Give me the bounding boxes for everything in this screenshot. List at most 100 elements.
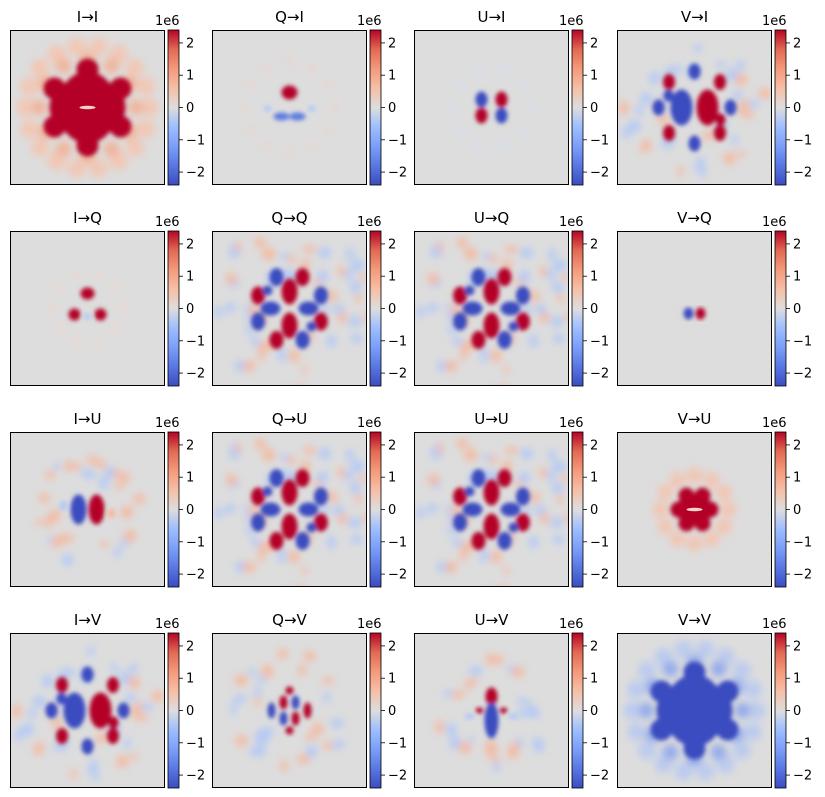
psf-sidelobe [561, 474, 569, 483]
psf-sidelobe [346, 247, 355, 261]
psf-sidelobe [427, 273, 440, 285]
psf-sidelobe [285, 148, 294, 157]
psf-sidelobe [654, 755, 673, 774]
psf-sidelobe [618, 101, 629, 115]
psf-sidelobe [485, 386, 494, 396]
psf-sidelobe [337, 466, 345, 479]
psf-sidelobe [72, 337, 81, 346]
psf-sidelobe [485, 587, 494, 597]
colorbar-tick-label: −2 [388, 367, 407, 382]
psf-sidelobe [287, 455, 296, 465]
psf-sidelobe [60, 668, 75, 678]
psf-lobe [285, 686, 294, 695]
psf-sidelobe [330, 718, 344, 728]
colorbar [774, 431, 787, 588]
colorbar [571, 230, 584, 387]
colorbar-offset-label: 1e6 [155, 14, 180, 29]
psf-lobe [45, 702, 58, 719]
psf-sidelobe [475, 141, 484, 150]
psf-sidelobe [521, 506, 532, 515]
psf-lobe [696, 89, 719, 126]
psf-sidelobe [319, 506, 330, 515]
heatmap-image [214, 237, 367, 386]
psf-sidelobe [528, 535, 539, 549]
psf-lobe [289, 112, 306, 121]
psf-sidelobe [70, 769, 77, 780]
psf-sidelobe [109, 44, 128, 63]
psf-sidelobe [550, 517, 564, 528]
psf-sidelobe [499, 141, 508, 150]
psf-lobe [471, 330, 486, 349]
axes-frame [617, 633, 772, 788]
psf-sidelobe [674, 640, 693, 659]
psf-sidelobe [68, 463, 83, 470]
psf-lobe [515, 513, 530, 532]
psf-sidelobe [89, 758, 98, 771]
psf-sidelobe [552, 460, 567, 473]
colorbar-tick-label: 1 [590, 69, 598, 84]
psf-sidelobe [503, 567, 510, 575]
psf-lobe [515, 312, 530, 331]
psf-sidelobe [652, 501, 669, 518]
psf-sidelobe [47, 44, 66, 63]
psf-sidelobe [531, 491, 540, 504]
panel: Q→Q 1e6 −2 −1 0 1 2 [212, 209, 407, 387]
colorbar-tick-label: −1 [590, 535, 609, 550]
psf-sidelobe [516, 697, 529, 705]
psf-sidelobe [747, 701, 766, 720]
colorbar-tick-label: 0 [793, 704, 801, 719]
psf-sidelobe [44, 515, 53, 528]
colorbar-tick-label: 2 [388, 237, 396, 252]
psf-sidelobe [710, 744, 727, 761]
psf-sidelobe [326, 535, 337, 549]
colorbar [369, 632, 382, 789]
psf-sidelobe [667, 65, 682, 75]
psf-sidelobe [706, 128, 714, 138]
psf-sidelobe [720, 501, 737, 518]
psf-sidelobe [297, 754, 310, 764]
psf-sidelobe [548, 247, 557, 261]
colorbar-tick-label: 1 [388, 672, 396, 687]
psf-sidelobe [94, 271, 103, 280]
psf-sidelobe [532, 737, 542, 750]
psf-sidelobe [437, 362, 445, 372]
colorbar-offset-label: 1e6 [357, 416, 382, 431]
psf-lobe [260, 502, 281, 517]
psf-sidelobe [44, 470, 56, 480]
psf-sidelobe [355, 494, 362, 504]
psf-sidelobe [736, 150, 745, 158]
psf-lobe [515, 286, 530, 305]
psf-sidelobe [248, 668, 256, 677]
psf-lobe [267, 702, 276, 719]
psf-sidelobe [456, 237, 468, 248]
psf-sidelobe [445, 360, 458, 372]
psf-sidelobe [639, 93, 653, 105]
psf-lobe [500, 301, 521, 316]
psf-sidelobe [132, 494, 146, 504]
psf-sidelobe [308, 142, 316, 151]
psf-sidelobe [350, 482, 362, 494]
psf-sidelobe [638, 702, 655, 719]
axes-frame [10, 432, 165, 587]
psf-sidelobe [129, 753, 138, 761]
psf-sidelobe [259, 735, 270, 743]
colorbar [167, 29, 180, 186]
colorbar-tick-label: 2 [793, 36, 801, 51]
psf-sidelobe [109, 663, 119, 672]
colorbar-offset-label: 1e6 [155, 617, 180, 632]
colorbar [571, 29, 584, 186]
psf-sidelobe [326, 334, 337, 348]
colorbar-tick-label: 0 [388, 704, 396, 719]
colorbar-tick-label: −1 [793, 535, 812, 550]
psf-sidelobe [677, 166, 684, 177]
psf-sidelobe [520, 247, 533, 259]
psf-lobe [500, 502, 521, 517]
colorbar-tick-label: 1 [793, 270, 801, 285]
psf-sidelobe [552, 281, 564, 293]
psf-sidelobe [55, 57, 72, 74]
psf-lobe [453, 286, 468, 305]
panel-title: I→I [77, 8, 98, 26]
psf-lobe [462, 301, 483, 316]
colorbar-offset-label: 1e6 [559, 617, 584, 632]
psf-sidelobe [256, 676, 267, 684]
